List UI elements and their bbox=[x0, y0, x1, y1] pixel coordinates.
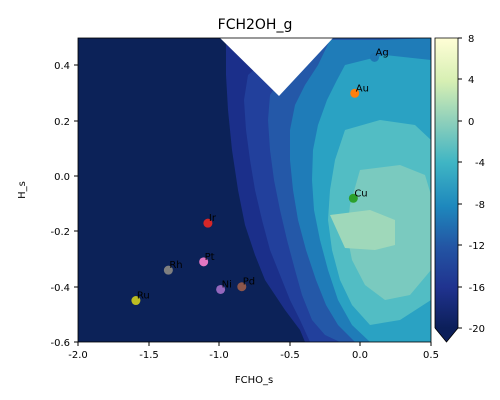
y-tick-label: 0.4 bbox=[54, 61, 70, 72]
colorbar-extend-arrow bbox=[435, 328, 458, 342]
data-points: Ag Au Cu Ir Pt Rh Ni Pd Ru bbox=[131, 47, 389, 306]
data-point-label: Cu bbox=[354, 188, 367, 199]
x-tick-label: -1.5 bbox=[139, 350, 159, 361]
data-point-ir bbox=[203, 218, 213, 228]
data-point-label: Rh bbox=[169, 260, 182, 271]
y-axis: -0.6 -0.4 -0.2 0.0 0.2 0.4 H_s bbox=[17, 61, 78, 349]
colorbar-tick-label: -8 bbox=[475, 200, 485, 211]
colorbar-tick-label: -4 bbox=[475, 158, 485, 169]
data-point-pd bbox=[237, 282, 247, 292]
x-axis: -2.0 -1.5 -1.0 -0.5 0.0 0.5 FCHO_s bbox=[68, 342, 439, 386]
x-axis-label: FCHO_s bbox=[235, 375, 273, 386]
colorbar-gradient bbox=[435, 38, 458, 328]
y-tick-label: 0.0 bbox=[54, 172, 70, 183]
y-axis-label: H_s bbox=[17, 181, 28, 199]
contour-field bbox=[78, 38, 431, 342]
data-point-label: Ir bbox=[209, 213, 217, 224]
colorbar-tick-label: 0 bbox=[468, 117, 474, 128]
colorbar: -20 -16 -12 -8 -4 0 4 8 bbox=[434, 34, 485, 343]
x-tick-label: 0.0 bbox=[352, 350, 368, 361]
data-point-label: Ru bbox=[137, 291, 150, 302]
x-tick-label: 0.5 bbox=[423, 350, 439, 361]
data-point-ag bbox=[370, 52, 380, 62]
colorbar-tick-label: -16 bbox=[469, 283, 485, 294]
colorbar-tick-label: -12 bbox=[469, 241, 485, 252]
data-point-label: Pd bbox=[243, 277, 255, 288]
data-point-label: Ag bbox=[376, 47, 389, 58]
data-point-pt bbox=[199, 257, 209, 267]
colorbar-tick-label: -20 bbox=[469, 324, 485, 335]
y-tick-label: 0.2 bbox=[54, 117, 70, 128]
data-point-ni bbox=[216, 284, 226, 294]
data-point-label: Ni bbox=[222, 279, 232, 290]
y-tick-label: -0.6 bbox=[50, 338, 70, 349]
x-tick-label: -2.0 bbox=[68, 350, 88, 361]
data-point-label: Au bbox=[356, 83, 369, 94]
data-point-label: Pt bbox=[205, 252, 215, 263]
plot-frame bbox=[77, 37, 432, 343]
y-tick-label: -0.2 bbox=[50, 227, 70, 238]
x-tick-label: -0.5 bbox=[280, 350, 300, 361]
data-point-ru bbox=[131, 296, 141, 306]
y-tick-label: -0.4 bbox=[50, 283, 70, 294]
colorbar-tick-label: 4 bbox=[468, 75, 474, 86]
data-point-cu bbox=[348, 193, 358, 203]
data-point-rh bbox=[163, 265, 173, 275]
chart-title: FCH2OH_g bbox=[218, 17, 293, 33]
x-tick-label: -1.0 bbox=[209, 350, 229, 361]
data-point-au bbox=[350, 88, 360, 98]
colorbar-tick-label: 8 bbox=[468, 34, 474, 45]
